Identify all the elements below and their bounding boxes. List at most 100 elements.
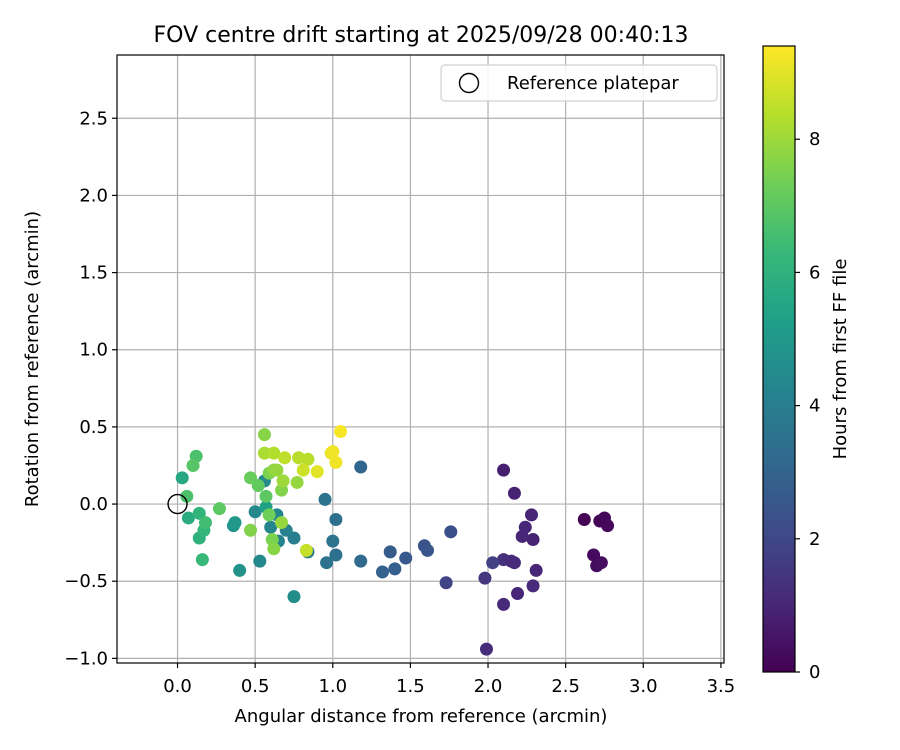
data-point: [253, 554, 267, 568]
x-tick-label: 1.0: [318, 676, 347, 697]
x-tick-label: 3.5: [707, 676, 736, 697]
data-point: [318, 492, 332, 506]
x-axis: 0.0 0.5 1.0 1.5 2.0 2.5 3.0 3.5: [163, 663, 735, 697]
x-tick-label: 2.5: [551, 676, 580, 697]
data-point: [198, 516, 212, 530]
data-point: [399, 551, 413, 565]
y-tick-label: −1.0: [64, 648, 108, 669]
colorbar-tick-label: 8: [809, 129, 820, 150]
data-point: [192, 506, 206, 520]
data-point: [296, 463, 310, 477]
data-point: [326, 534, 340, 548]
data-point: [244, 523, 258, 537]
data-point: [486, 556, 500, 570]
data-point: [507, 486, 521, 500]
data-point: [577, 512, 591, 526]
data-point: [529, 563, 543, 577]
colorbar: 0 2 4 6 8 Hours from first FF file: [762, 45, 851, 683]
chart-title: FOV centre drift starting at 2025/09/28 …: [154, 23, 689, 48]
data-point: [329, 548, 343, 562]
data-point: [248, 505, 262, 519]
grid: [117, 55, 724, 663]
y-tick-label: −0.5: [64, 571, 108, 592]
data-point: [181, 511, 195, 525]
data-point: [479, 642, 493, 656]
data-point: [439, 576, 453, 590]
data-point: [526, 533, 540, 547]
x-tick-label: 0.0: [163, 676, 192, 697]
data-point: [212, 502, 226, 516]
data-point: [301, 452, 315, 466]
data-point: [524, 508, 538, 522]
y-tick-label: 1.0: [79, 340, 108, 361]
data-point: [383, 545, 397, 559]
data-point: [497, 597, 511, 611]
data-point: [526, 579, 540, 593]
data-point: [259, 489, 273, 503]
data-point: [497, 463, 511, 477]
data-point: [233, 563, 247, 577]
legend: Reference platepar: [440, 64, 718, 102]
data-point: [478, 571, 492, 585]
data-point: [180, 489, 194, 503]
y-tick-label: 2.0: [79, 185, 108, 206]
colorbar-gradient: [762, 45, 796, 673]
y-tick-label: 0.0: [79, 494, 108, 515]
data-point: [299, 543, 313, 557]
legend-marker: [458, 72, 480, 94]
data-point: [329, 512, 343, 526]
data-point: [310, 465, 324, 479]
colorbar-tick-label: 2: [809, 529, 820, 550]
x-tick-label: 1.5: [396, 676, 425, 697]
data-point: [290, 475, 304, 489]
data-point: [276, 474, 290, 488]
data-point: [275, 516, 289, 530]
colorbar-tick-label: 0: [809, 662, 820, 683]
data-point: [420, 543, 434, 557]
colorbar-label: Hours from first FF file: [830, 259, 851, 460]
data-point: [601, 519, 615, 533]
data-point: [507, 556, 521, 570]
data-point: [375, 565, 389, 579]
data-point: [262, 508, 276, 522]
data-point: [251, 479, 265, 493]
data-point: [354, 554, 368, 568]
data-point: [257, 428, 271, 442]
legend-entry: Reference platepar: [507, 73, 679, 94]
reference-marker: [167, 493, 188, 515]
data-point: [326, 445, 340, 459]
colorbar-tick-label: 4: [809, 396, 820, 417]
plot-area: 0.0 0.5 1.0 1.5 2.0 2.5 3.0 3.5 −1.0 −0.5 0.0 0.5 1…: [64, 54, 735, 697]
data-point: [195, 553, 209, 567]
x-axis-label: Angular distance from reference (arcmin): [235, 706, 608, 727]
data-point: [594, 556, 608, 570]
x-tick-label: 2.0: [474, 676, 503, 697]
scatter-series: [175, 425, 615, 656]
data-point: [511, 587, 525, 601]
plot-frame: [116, 54, 725, 664]
data-point: [515, 529, 529, 543]
data-point: [267, 446, 281, 460]
data-point: [320, 556, 334, 570]
y-tick-label: 0.5: [79, 417, 108, 438]
x-tick-label: 3.0: [629, 676, 658, 697]
data-point: [287, 590, 301, 604]
x-tick-label: 0.5: [241, 676, 270, 697]
data-point: [334, 425, 348, 439]
data-point: [270, 463, 284, 477]
legend-box: [440, 64, 718, 102]
data-point: [175, 471, 189, 485]
colorbar-ticks: 0 2 4 6 8: [795, 129, 820, 683]
data-point: [329, 455, 343, 469]
data-point: [267, 542, 281, 556]
y-tick-label: 1.5: [79, 263, 108, 284]
data-point: [388, 562, 402, 576]
data-point: [278, 451, 292, 465]
colorbar-tick-label: 6: [809, 262, 820, 283]
data-point: [257, 446, 271, 460]
data-point: [264, 520, 278, 534]
data-point: [444, 525, 458, 539]
y-axis: −1.0 −0.5 0.0 0.5 1.0 1.5 2.0 2.5: [64, 108, 117, 669]
data-point: [354, 460, 368, 474]
